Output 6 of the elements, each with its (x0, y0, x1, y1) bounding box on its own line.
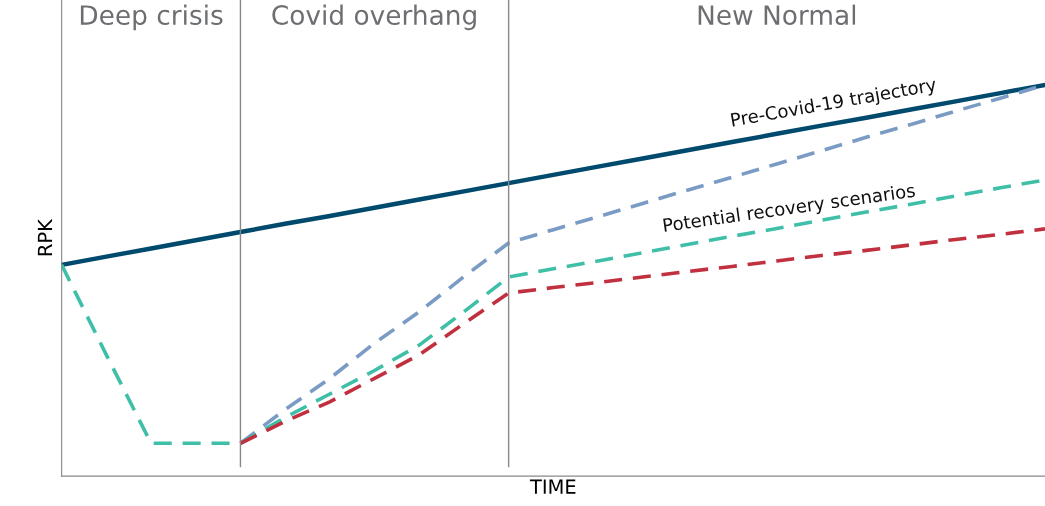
y-axis-title: RPK (37, 218, 53, 256)
x-axis-title: TIME (529, 479, 576, 494)
text: Deep crisis (80, 4, 223, 31)
annotation: Potential recovery scenarios (663, 182, 916, 236)
text: Covid overhang (272, 4, 476, 31)
text: New Normal (698, 4, 856, 26)
